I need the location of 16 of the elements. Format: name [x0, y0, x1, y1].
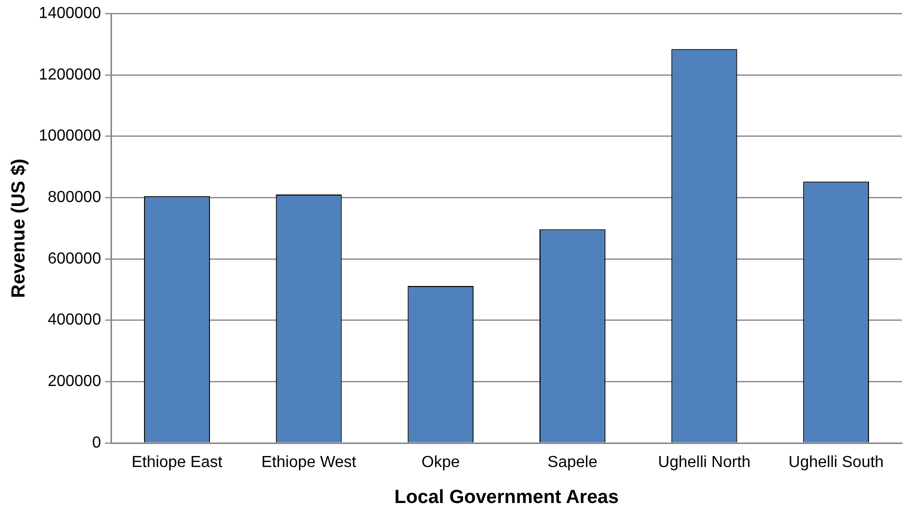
x-tick-label: Sapele: [548, 454, 598, 472]
y-tick-label: 1200000: [38, 66, 102, 84]
x-axis-title: Local Government Areas: [394, 486, 619, 508]
y-tick-label: 800000: [48, 189, 102, 206]
y-tick-label: 0: [92, 434, 102, 452]
x-tick-label: Ughelli North: [658, 454, 751, 472]
x-tick-label: Ughelli South: [788, 454, 884, 472]
y-tick-label: 400000: [48, 312, 102, 329]
y-tick-label: 200000: [48, 373, 102, 390]
x-tick-label: Okpe: [422, 454, 460, 472]
x-tick-label: Ethiope East: [132, 454, 223, 472]
y-axis-title: Revenue (US $): [8, 158, 30, 298]
y-tick-label: 1000000: [38, 128, 102, 145]
y-tick-label: 600000: [48, 250, 102, 268]
y-tick-label: 1400000: [38, 5, 102, 22]
x-tick-label: Ethiope West: [261, 454, 357, 472]
